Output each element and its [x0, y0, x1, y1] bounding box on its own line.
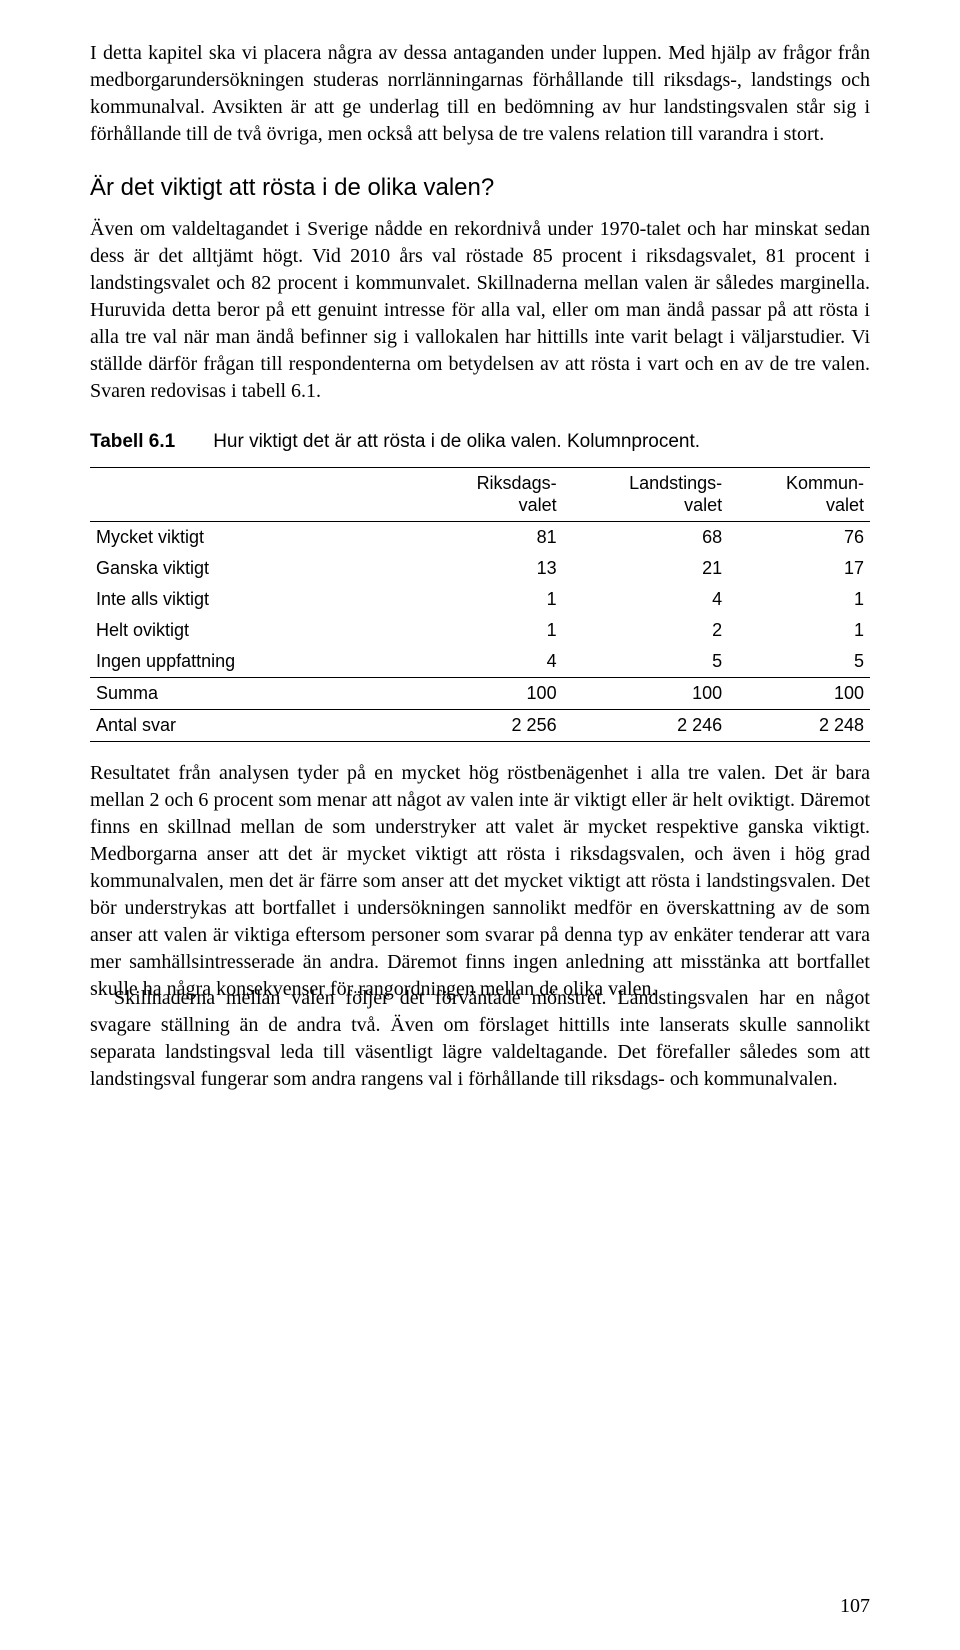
table-row: Mycket viktigt 81 68 76 [90, 522, 870, 554]
table-caption: Tabell 6.1 Hur viktigt det är att rösta … [90, 431, 870, 453]
table-cell-label: Ingen uppfattning [90, 646, 418, 678]
table-cell-value: 100 [563, 678, 729, 710]
table-header-col-1-line2: valet [519, 495, 557, 515]
table-header-col-3-line2: valet [826, 495, 864, 515]
page-number: 107 [840, 1595, 870, 1618]
table-header-col-3-line1: Kommun- [786, 473, 864, 493]
table-header-col-3: Kommun- valet [728, 468, 870, 522]
table-header-col-2: Landstings- valet [563, 468, 729, 522]
table-header-col-1-line1: Riksdags- [477, 473, 557, 493]
table-cell-value: 1 [418, 615, 563, 646]
table-header-col-2-line2: valet [684, 495, 722, 515]
table-cell-value: 4 [563, 584, 729, 615]
table-cell-value: 81 [418, 522, 563, 554]
table-cell-label: Summa [90, 678, 418, 710]
table-cell-value: 68 [563, 522, 729, 554]
table-cell-value: 21 [563, 553, 729, 584]
table-header-col-2-line1: Landstings- [629, 473, 722, 493]
table-cell-value: 4 [418, 646, 563, 678]
table-row: Ingen uppfattning 4 5 5 [90, 646, 870, 678]
table-caption-text: Hur viktigt det är att rösta i de olika … [213, 431, 700, 453]
table-cell-value: 76 [728, 522, 870, 554]
table-cell-value: 2 246 [563, 710, 729, 742]
data-table: Riksdags- valet Landstings- valet Kommun… [90, 467, 870, 742]
table-cell-value: 2 256 [418, 710, 563, 742]
intro-paragraph: I detta kapitel ska vi placera några av … [90, 40, 870, 148]
table-cell-value: 2 248 [728, 710, 870, 742]
table-row: Ganska viktigt 13 21 17 [90, 553, 870, 584]
table-cell-label: Inte alls viktigt [90, 584, 418, 615]
table-cell-label: Antal svar [90, 710, 418, 742]
table-cell-value: 5 [728, 646, 870, 678]
table-cell-value: 1 [728, 615, 870, 646]
table-n-row: Antal svar 2 256 2 246 2 248 [90, 710, 870, 742]
document-page: I detta kapitel ska vi placera några av … [0, 0, 960, 1650]
table-cell-label: Ganska viktigt [90, 553, 418, 584]
table-cell-label: Helt oviktigt [90, 615, 418, 646]
section-heading: Är det viktigt att rösta i de olika vale… [90, 174, 870, 202]
table-cell-value: 1 [418, 584, 563, 615]
table-cell-value: 5 [563, 646, 729, 678]
table-row: Helt oviktigt 1 2 1 [90, 615, 870, 646]
table-cell-value: 100 [418, 678, 563, 710]
table-cell-label: Mycket viktigt [90, 522, 418, 554]
table-cell-value: 13 [418, 553, 563, 584]
table-header-col-1: Riksdags- valet [418, 468, 563, 522]
table-cell-value: 17 [728, 553, 870, 584]
table-cell-value: 2 [563, 615, 729, 646]
result-paragraph-1: Resultatet från analysen tyder på en myc… [90, 760, 870, 1003]
table-header-blank [90, 468, 418, 522]
table-cell-value: 100 [728, 678, 870, 710]
table-cell-value: 1 [728, 584, 870, 615]
result-paragraph-2: Skillnaderna mellan valen följer det för… [90, 985, 870, 1093]
table-sum-row: Summa 100 100 100 [90, 678, 870, 710]
table-header-row: Riksdags- valet Landstings- valet Kommun… [90, 468, 870, 522]
section-paragraph-1: Även om valdeltagandet i Sverige nådde e… [90, 216, 870, 405]
table-row: Inte alls viktigt 1 4 1 [90, 584, 870, 615]
table-caption-label: Tabell 6.1 [90, 431, 175, 453]
